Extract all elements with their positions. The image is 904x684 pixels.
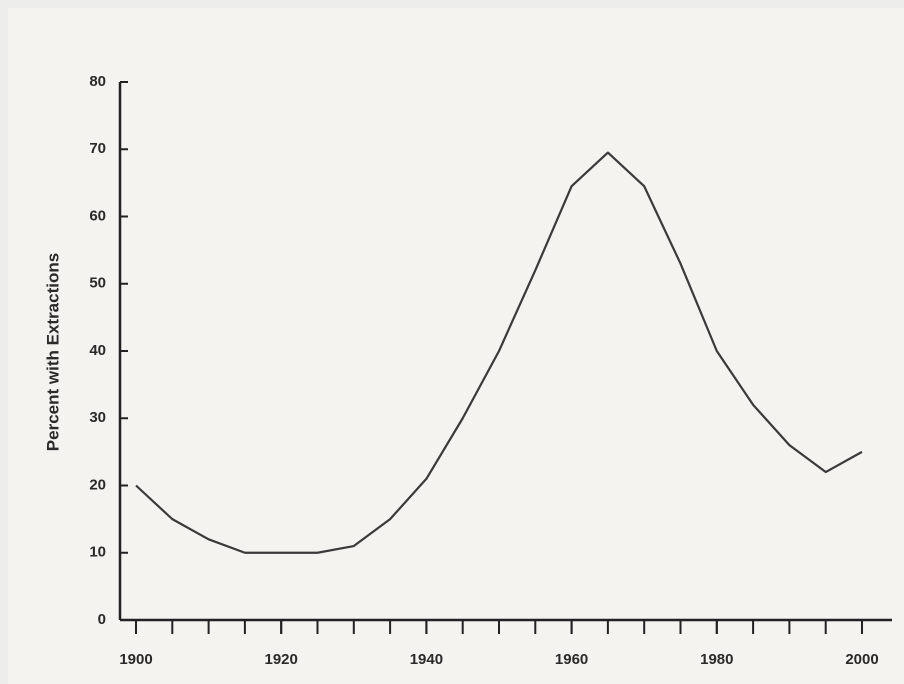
y-tick-label: 60	[89, 207, 106, 224]
x-tick-label: 1940	[410, 651, 443, 668]
figure-background	[8, 8, 904, 684]
x-tick-label: 1900	[119, 651, 152, 668]
x-tick-label: 2000	[845, 651, 878, 668]
y-tick-label: 70	[89, 140, 106, 157]
y-tick-label: 80	[89, 73, 106, 90]
y-tick-label: 30	[89, 409, 106, 426]
y-tick-label: 40	[89, 342, 106, 359]
y-tick-label: 0	[98, 611, 106, 628]
y-tick-label: 50	[89, 275, 106, 292]
x-tick-label: 1980	[700, 651, 733, 668]
y-axis-label: Percent with Extractions	[43, 253, 62, 451]
y-tick-label: 10	[89, 544, 106, 561]
data-line	[135, 151, 863, 554]
x-tick-label: 1920	[265, 651, 298, 668]
y-tick-label: 20	[89, 476, 106, 493]
x-tick-label: 1960	[555, 651, 588, 668]
